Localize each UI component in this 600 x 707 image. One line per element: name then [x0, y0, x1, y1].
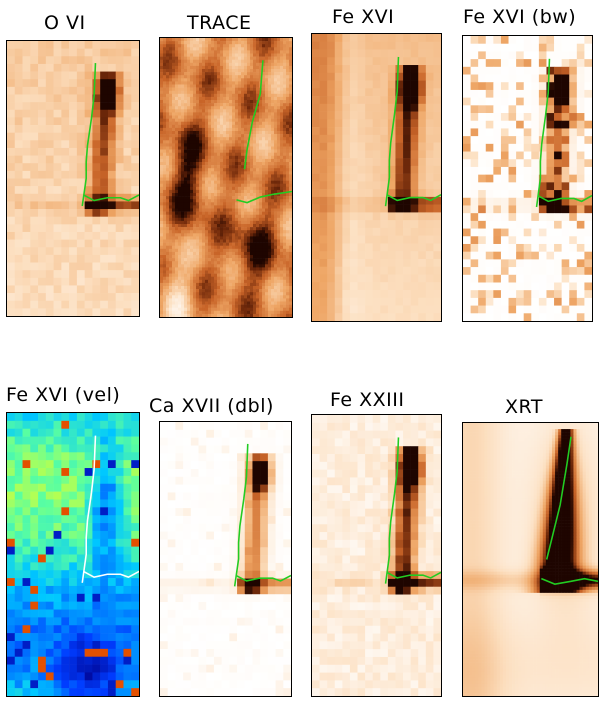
image-xrt	[463, 423, 598, 696]
image-panel-fexxiii	[311, 414, 442, 697]
image-fexvi-bw	[463, 36, 592, 321]
panel-title-fexxiii: Fe XXIII	[330, 389, 405, 411]
image-panel-trace	[159, 37, 293, 318]
image-caxvii-dbl	[160, 422, 291, 696]
panel-title-fexvi-bw: Fe XVI (bw)	[463, 6, 577, 28]
image-fexvi-vel	[7, 413, 139, 696]
image-panel-fexvi	[311, 33, 442, 322]
image-panel-xrt	[462, 422, 599, 697]
image-fexvi	[312, 34, 441, 321]
image-panel-caxvii-dbl	[159, 421, 292, 697]
panel-title-caxvii-dbl: Ca XVII (dbl)	[149, 395, 274, 417]
image-panel-fexvi-bw	[462, 35, 593, 322]
panel-title-fexvi: Fe XVI	[332, 6, 395, 28]
panel-title-ovi: O VI	[44, 12, 86, 34]
image-ovi	[7, 41, 139, 316]
image-trace	[160, 38, 292, 317]
panel-title-trace: TRACE	[187, 12, 252, 34]
image-panel-fexvi-vel	[6, 412, 140, 697]
panel-title-fexvi-vel: Fe XVI (vel)	[6, 384, 121, 406]
image-fexxiii	[312, 415, 441, 696]
image-panel-ovi	[6, 40, 140, 317]
panel-title-xrt: XRT	[505, 396, 543, 418]
